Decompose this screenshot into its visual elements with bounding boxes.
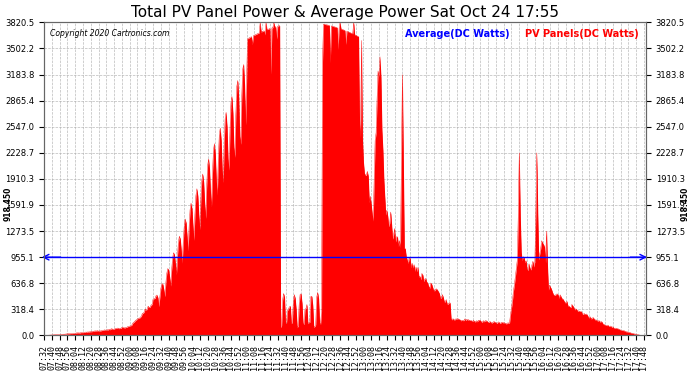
Text: Copyright 2020 Cartronics.com: Copyright 2020 Cartronics.com <box>50 28 169 38</box>
Text: 918.450: 918.450 <box>680 187 689 221</box>
Text: Average(DC Watts): Average(DC Watts) <box>405 28 510 39</box>
Title: Total PV Panel Power & Average Power Sat Oct 24 17:55: Total PV Panel Power & Average Power Sat… <box>131 5 559 20</box>
Text: PV Panels(DC Watts): PV Panels(DC Watts) <box>526 28 639 39</box>
Text: 918.450: 918.450 <box>3 187 12 221</box>
